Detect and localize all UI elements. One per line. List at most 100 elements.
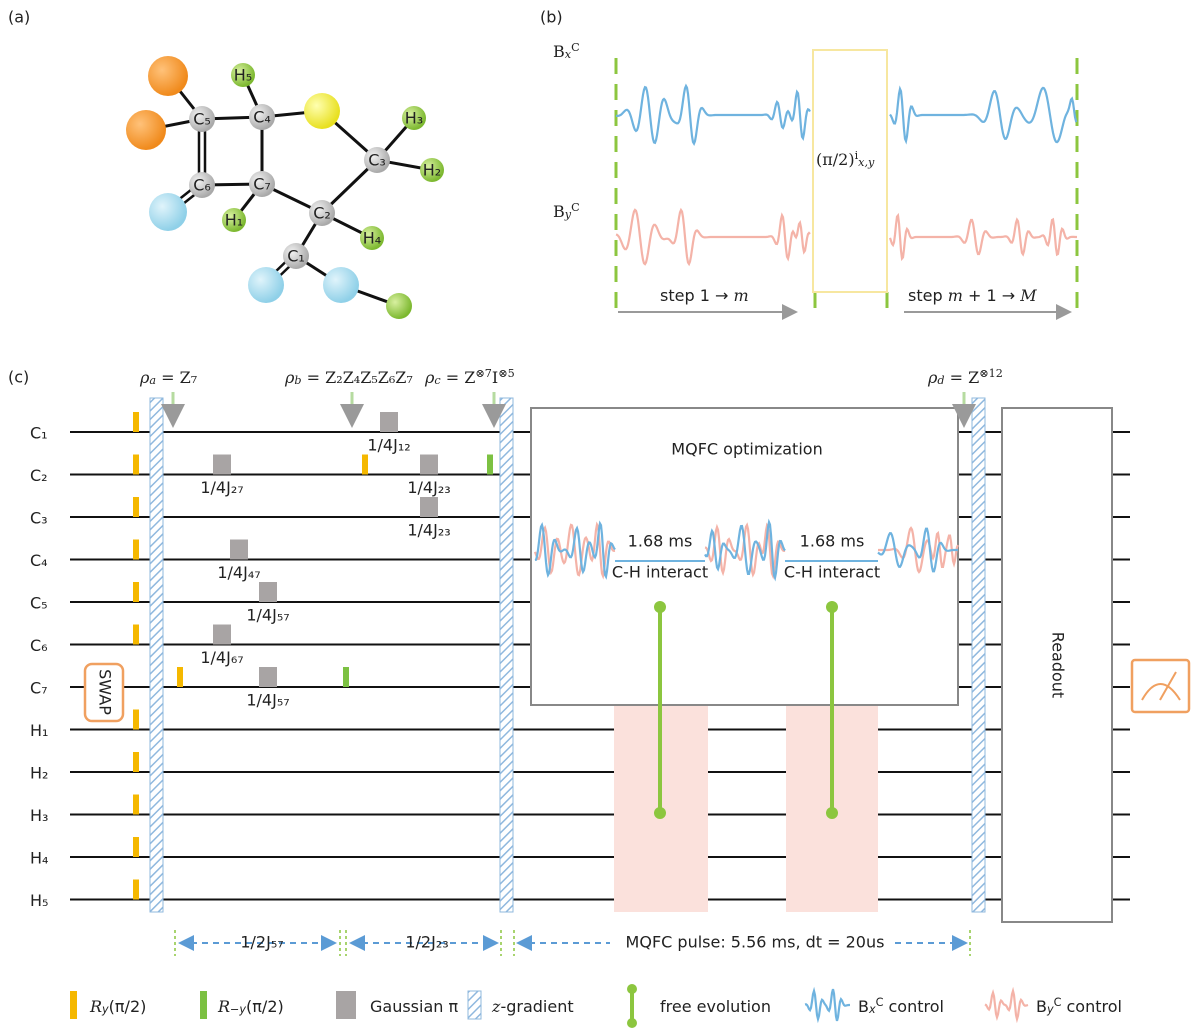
pulse (133, 540, 139, 560)
text-part: b (294, 374, 301, 387)
qubit-label: C₁ (30, 424, 48, 443)
text-part: = Z (441, 368, 476, 387)
text-part: (π/2) (246, 997, 284, 1016)
legend-swatch (627, 984, 637, 994)
qubit-label: C₂ (30, 466, 48, 485)
text-part: free evolution (660, 997, 771, 1016)
atom-label: H₁ (225, 211, 243, 230)
by-wave (616, 210, 810, 264)
bx-wave (890, 88, 1077, 142)
free-evolution-dot (826, 601, 838, 613)
gate-label: 1/4J₁₂ (367, 436, 410, 455)
text-part: B (553, 202, 565, 221)
atom-label: C₃ (368, 151, 386, 170)
qubit-label: H₁ (30, 721, 48, 740)
gaussian-gate (380, 412, 398, 432)
delay-label: 1.68 ms (628, 532, 693, 551)
state-label: ρa = Z₇ (139, 368, 197, 387)
text-part: a (149, 374, 156, 387)
state-label: ρd = Z⊗12 (927, 367, 1003, 387)
gaussian-gate (213, 625, 231, 645)
bx-wave (616, 86, 810, 144)
pulse (133, 582, 139, 602)
atom-ball (323, 267, 359, 303)
text-part: control (1061, 997, 1122, 1016)
text-part: ⊗12 (979, 367, 1003, 380)
pulse (133, 837, 139, 857)
atom-ball (126, 110, 166, 150)
gate-label: 1/4J₂₃ (407, 478, 450, 497)
gaussian-gate (230, 540, 248, 560)
gate-label: 1/4J₄₇ (217, 563, 260, 582)
text-part: B (858, 997, 869, 1016)
text-part: C (571, 201, 580, 214)
gaussian-gate (213, 455, 231, 475)
text-part: C (571, 41, 580, 54)
text-part: ⊗7 (475, 367, 492, 380)
pulse (487, 455, 493, 475)
text-part: C (876, 996, 884, 1009)
text-part: step (908, 286, 948, 305)
qubit-label: C₅ (30, 594, 48, 613)
gate-label: 1/4J₂₃ (407, 521, 450, 540)
gate-label: 1/4J₆₇ (200, 648, 243, 667)
legend-swatch (70, 991, 77, 1019)
state-label: ρb = Z₂Z₄Z₅Z₆Z₇ (284, 368, 413, 387)
text-part: = Z₇ (156, 368, 197, 387)
text-part: step 1 → (660, 286, 733, 305)
gaussian-gate (259, 667, 277, 687)
atom-label: H₃ (405, 109, 423, 128)
legend-swatch (336, 991, 356, 1019)
timing-label: 1/2J₂₃ (405, 933, 448, 952)
legend-label: free evolution (660, 997, 771, 1016)
legend-label: Ry(π/2) (89, 997, 146, 1016)
qubit-label: C₃ (30, 509, 48, 528)
pulse (133, 880, 139, 900)
mqfc-title: MQFC optimization (671, 440, 822, 459)
qubit-label: H₄ (30, 849, 48, 868)
qubit-label: H₂ (30, 764, 48, 783)
text-part: = Z (945, 368, 980, 387)
atom-label: H₄ (363, 229, 381, 248)
text-part: B (1036, 997, 1047, 1016)
figure: (a)(b)(c)C₅C₄C₆C₇C₂C₃C₁H₅H₃H₂H₁H₄BxCByC(… (0, 0, 1195, 1032)
swap-label: SWAP (96, 669, 115, 715)
text-part: -gradient (500, 997, 573, 1016)
text-part: −y (230, 1003, 246, 1016)
atom-ball (148, 56, 188, 96)
pulse (133, 497, 139, 517)
text-part: control (883, 997, 944, 1016)
atom-label: C₁ (287, 247, 305, 266)
gaussian-gate (420, 497, 438, 517)
atom-label: C₅ (193, 110, 211, 129)
interact-label: C-H interact (784, 563, 880, 582)
free-evolution-dot (826, 807, 838, 819)
gaussian-gate (420, 455, 438, 475)
atom-label: C₄ (253, 108, 271, 127)
qubit-label: C₄ (30, 551, 48, 570)
gate-label: 1/4J₂₇ (200, 478, 243, 497)
pulse (133, 625, 139, 645)
atom-ball (248, 267, 284, 303)
legend-swatch (627, 1018, 637, 1028)
legend-swatch (805, 989, 850, 1021)
gate-label: 1/4J₅₇ (246, 691, 289, 710)
text-part: x,y (858, 156, 875, 169)
text-part: ρ (139, 368, 150, 387)
gaussian-gate (259, 582, 277, 602)
readout-label: Readout (1049, 632, 1068, 698)
text-part: ρ (424, 368, 435, 387)
legend-label: z-gradient (491, 997, 574, 1016)
panel-label: (a) (8, 8, 30, 27)
qubit-label: C₆ (30, 636, 48, 655)
qubit-label: H₃ (30, 806, 48, 825)
text-part: (π/2) (109, 997, 147, 1016)
state-label: ρc = Z⊗7I⊗5 (424, 367, 515, 387)
atom-label: H₂ (423, 161, 441, 180)
z-gradient (500, 398, 513, 912)
gate-label: 1/4J₅₇ (246, 606, 289, 625)
by-wave (890, 216, 1077, 259)
text-part: ρ (284, 368, 295, 387)
atom-label: H₅ (234, 66, 252, 85)
pulse (133, 752, 139, 772)
